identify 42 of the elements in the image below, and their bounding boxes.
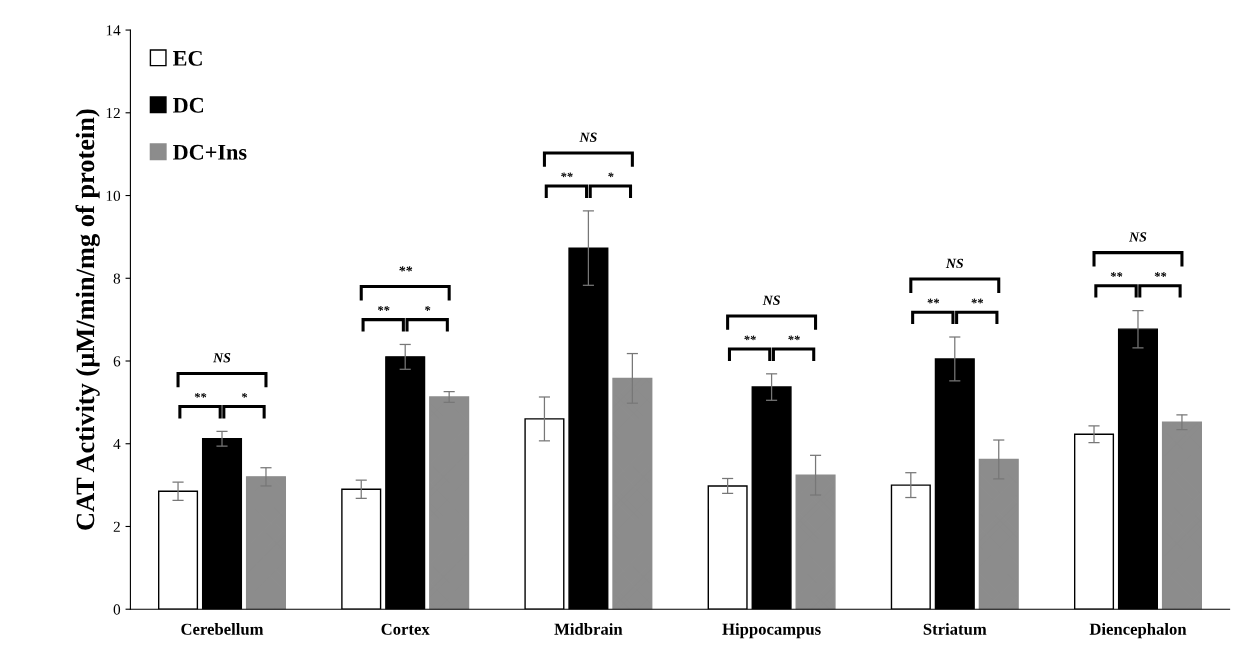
annotation: ** bbox=[561, 172, 573, 178]
annotation: * bbox=[608, 172, 614, 178]
annotation: ** bbox=[377, 306, 390, 311]
y-tick-label: 8 bbox=[113, 273, 121, 284]
annotation: NS bbox=[1128, 232, 1147, 242]
legend-label: DC+Ins bbox=[173, 144, 247, 160]
annotation: NS bbox=[762, 295, 780, 305]
bar bbox=[1161, 421, 1202, 610]
annotation: ** bbox=[399, 266, 413, 272]
annotation: ** bbox=[1110, 272, 1123, 277]
y-tick-label: 0 bbox=[113, 604, 121, 615]
y-axis-title: CAT Activity (µM/min/mg of protein) bbox=[75, 109, 100, 530]
annotation: NS bbox=[945, 258, 964, 269]
y-tick-label: 12 bbox=[106, 107, 120, 119]
x-tick-label: Cortex bbox=[381, 623, 430, 635]
x-tick-label: Hippocampus bbox=[722, 623, 821, 639]
bar bbox=[978, 458, 1019, 610]
annotation: ** bbox=[744, 335, 756, 341]
x-tick-label: Midbrain bbox=[554, 623, 623, 635]
annotation: ** bbox=[788, 335, 800, 341]
annotation: ** bbox=[971, 298, 984, 304]
annotation: ** bbox=[1154, 272, 1167, 277]
bar bbox=[795, 474, 836, 610]
annotation: ** bbox=[194, 392, 207, 398]
y-tick-label: 2 bbox=[113, 521, 120, 532]
legend-label: EC bbox=[173, 50, 202, 66]
x-tick-label: Striatum bbox=[923, 623, 987, 635]
x-tick-label: Cerebellum bbox=[181, 623, 264, 635]
y-tick-label: 10 bbox=[106, 190, 121, 201]
annotation: NS bbox=[579, 132, 597, 142]
y-tick-label: 6 bbox=[113, 356, 121, 367]
y-tick-label: 4 bbox=[113, 438, 121, 450]
legend-label: DC bbox=[173, 97, 204, 113]
annotation: NS bbox=[213, 353, 231, 363]
y-tick-label: 14 bbox=[106, 25, 121, 36]
bar bbox=[429, 396, 470, 610]
bar bbox=[245, 476, 287, 610]
x-tick-label: Diencephalon bbox=[1089, 623, 1187, 639]
annotation: * bbox=[425, 306, 431, 311]
annotation: * bbox=[241, 392, 248, 398]
bar bbox=[612, 377, 653, 610]
annotation: ** bbox=[927, 298, 940, 304]
